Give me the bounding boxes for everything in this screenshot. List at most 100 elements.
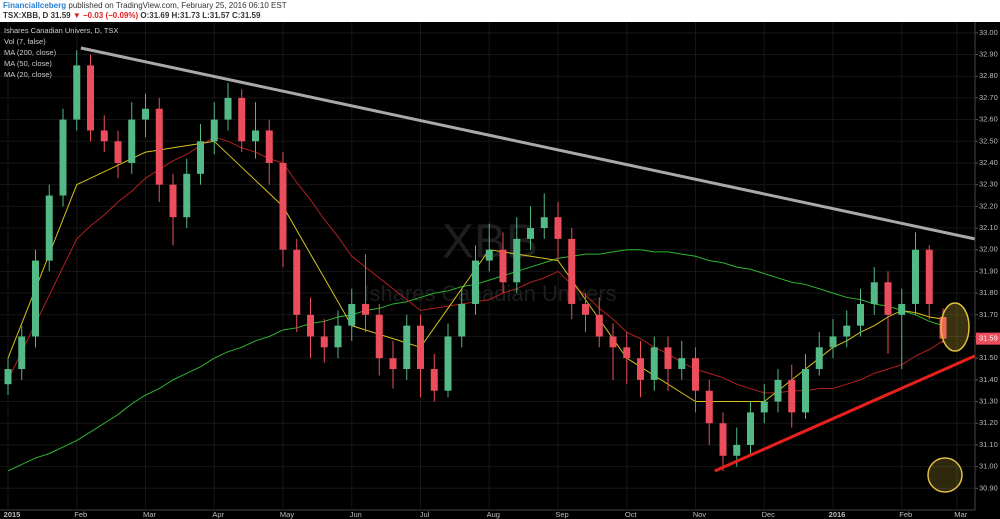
candle-body <box>499 249 507 283</box>
y-tick-label: 33.00 <box>979 28 998 37</box>
chart-title: Ishares Canadian Univers, D, TSX <box>4 26 119 35</box>
candle-body <box>884 282 892 315</box>
y-tick-label: 31.80 <box>979 288 998 297</box>
candle-body <box>705 390 713 424</box>
candle-body <box>114 141 122 163</box>
candle-body <box>485 249 493 261</box>
candle-body <box>389 358 397 370</box>
candle-body <box>912 249 919 304</box>
candle-body <box>664 347 672 370</box>
candle-body <box>458 303 466 337</box>
x-tick-label: 2016 <box>829 510 846 519</box>
y-tick-label: 32.60 <box>979 115 998 124</box>
candle-body <box>637 358 644 380</box>
candle-body <box>142 108 149 120</box>
watermark-symbol: XBB <box>442 216 538 269</box>
ohlc: O:31.69 H:31.73 L:31.57 C:31.59 <box>140 11 261 20</box>
y-tick-label: 32.90 <box>979 50 998 59</box>
candle-body <box>609 336 617 348</box>
legend-entry: MA (50, close) <box>4 59 52 68</box>
candle-body <box>348 303 356 326</box>
candle-body <box>857 303 864 326</box>
candle-body <box>843 325 851 337</box>
candle-body <box>87 65 94 131</box>
candle-body <box>815 347 823 370</box>
candle-body <box>224 97 232 120</box>
candle-body <box>582 303 589 315</box>
y-tick-label: 31.40 <box>979 375 998 384</box>
candle-body <box>183 173 191 218</box>
candle-body <box>802 369 809 413</box>
y-tick-label: 31.90 <box>979 266 998 275</box>
candle-body <box>45 195 53 261</box>
candle-body <box>18 336 26 370</box>
candle-body <box>829 336 837 348</box>
candle-body <box>870 282 878 304</box>
candle-body <box>238 97 246 142</box>
candle-body <box>939 316 947 339</box>
y-tick-label: 32.80 <box>979 71 998 80</box>
x-tick-label: Jul <box>420 510 430 519</box>
candle-body <box>595 314 603 337</box>
symbol: TSX:XBB, D <box>3 11 49 20</box>
candle-body <box>719 423 727 456</box>
y-tick-label: 31.10 <box>979 440 998 449</box>
x-tick-label: Jun <box>350 510 362 519</box>
x-tick-label: Dec <box>762 510 776 519</box>
candle-body <box>733 444 741 456</box>
indicator-label: Vol (7, false) <box>4 37 46 46</box>
candle-body <box>898 303 906 315</box>
candle-body <box>362 303 369 315</box>
candle-body <box>252 130 259 142</box>
author[interactable]: FinancialIceberg <box>3 1 67 10</box>
candle-body <box>527 228 534 239</box>
candle-body <box>334 325 342 348</box>
highlight-circle <box>927 457 963 493</box>
candle-body <box>100 130 108 142</box>
candle-body <box>623 347 631 359</box>
y-tick-label: 32.20 <box>979 201 998 210</box>
candle-body <box>293 249 301 315</box>
candle-body <box>375 314 383 359</box>
candle-body <box>265 130 273 163</box>
candle-body <box>403 325 411 370</box>
header: FinancialIceberg published on TradingVie… <box>0 0 1000 22</box>
y-tick-label: 32.10 <box>979 223 998 232</box>
last-price-label: 31.59 <box>979 334 998 343</box>
candle-body <box>197 141 204 174</box>
y-tick-label: 32.50 <box>979 136 998 145</box>
x-tick-label: Nov <box>693 510 707 519</box>
y-tick-label: 32.70 <box>979 93 998 102</box>
y-tick-label: 32.40 <box>979 158 998 167</box>
candle-body <box>169 184 177 218</box>
candle-body <box>307 314 314 337</box>
x-tick-label: Oct <box>625 510 638 519</box>
y-tick-label: 31.70 <box>979 310 998 319</box>
candle-body <box>774 379 782 402</box>
x-tick-label: Mar <box>954 510 967 519</box>
header-line: FinancialIceberg published on TradingVie… <box>3 1 287 10</box>
y-tick-label: 31.50 <box>979 353 998 362</box>
candle-body <box>320 336 328 348</box>
trend-line <box>714 354 976 473</box>
y-tick-label: 31.20 <box>979 418 998 427</box>
symbol-line: TSX:XBB, D 31.59 ▼ −0.03 (−0.09%) O:31.6… <box>3 11 260 20</box>
candle-body <box>210 119 218 142</box>
legend-entry: MA (20, close) <box>4 70 52 79</box>
y-tick-label: 31.30 <box>979 397 998 406</box>
candle-body <box>128 119 136 163</box>
x-tick-label: Apr <box>212 510 224 519</box>
x-tick-label: 2015 <box>4 510 21 519</box>
y-tick-label: 32.30 <box>979 180 998 189</box>
candle-body <box>554 217 562 239</box>
candle-body <box>430 369 438 391</box>
candle-body <box>4 369 12 385</box>
candle-body <box>925 249 933 304</box>
candle-body <box>678 358 686 370</box>
x-tick-label: Feb <box>74 510 87 519</box>
x-tick-label: Feb <box>899 510 912 519</box>
candle-body <box>279 162 287 250</box>
x-tick-label: May <box>280 510 294 519</box>
